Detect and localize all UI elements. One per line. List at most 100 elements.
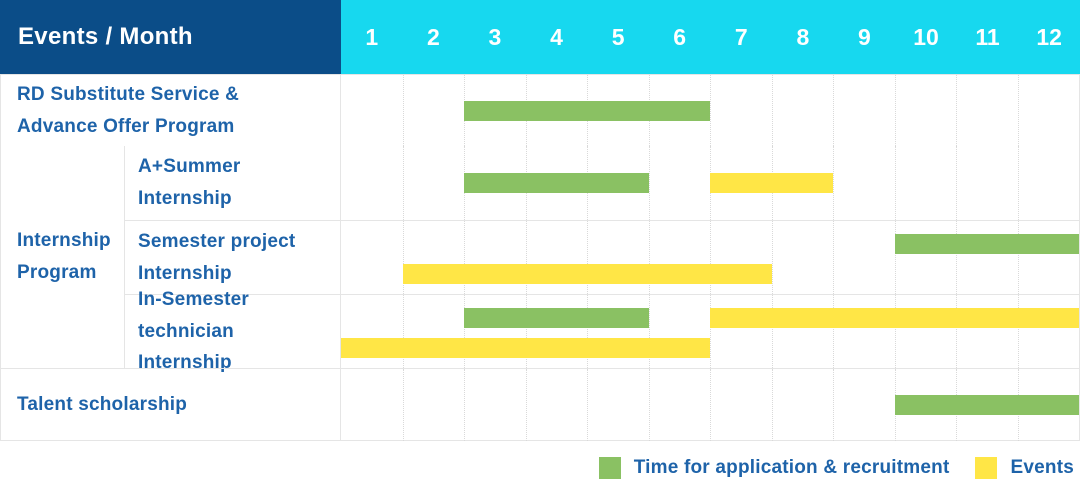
month-gridline <box>833 146 834 220</box>
chart-cell-a-plus-summer <box>341 146 1079 220</box>
application-recruitment-bar <box>464 100 710 121</box>
month-header-9: 9 <box>858 23 871 50</box>
month-gridline <box>710 75 711 146</box>
row-label-text: In-Semester technician Internship <box>138 288 249 374</box>
group-label-internship-program: Internship Program <box>1 146 125 368</box>
month-gridline <box>956 75 957 146</box>
month-gridline <box>894 146 896 220</box>
month-gridline <box>710 221 711 294</box>
month-gridline <box>648 146 650 220</box>
month-gridline <box>833 369 834 441</box>
legend-label-application: Time for application & recruitment <box>633 456 950 478</box>
month-gridline <box>833 75 834 146</box>
month-header-row: 1 2 3 4 5 6 7 8 9 10 11 12 <box>341 0 1080 74</box>
event-bar <box>710 308 1079 328</box>
month-gridline <box>1017 75 1019 146</box>
application-recruitment-bar <box>894 395 1079 415</box>
row-label-text: RD Substitute Service & Advance Offer Pr… <box>17 83 240 137</box>
event-bar <box>341 338 710 358</box>
application-recruitment-bar <box>894 234 1079 254</box>
month-gridline <box>771 75 773 146</box>
month-gridline <box>956 221 957 294</box>
month-gridline <box>402 75 404 146</box>
month-gridline <box>710 369 711 441</box>
table-row: Semester project Internship <box>125 220 1079 294</box>
legend: Time for application & recruitment Event… <box>0 441 1080 494</box>
month-gridline <box>956 146 957 220</box>
month-gridline <box>833 221 834 294</box>
month-gridline <box>587 295 588 368</box>
application-recruitment-bar <box>464 173 649 193</box>
application-recruitment-bar <box>464 308 649 328</box>
month-gridline <box>1017 221 1019 294</box>
row-label-text: Talent scholarship <box>17 394 188 416</box>
month-gridline <box>587 221 588 294</box>
table-row: In-Semester technician Internship <box>125 289 1079 373</box>
row-label-semester-project: Semester project Internship <box>125 221 341 294</box>
month-gridline <box>402 146 404 220</box>
table-row: RD Substitute Service & Advance Offer Pr… <box>1 74 1079 146</box>
row-label-rd-substitute: RD Substitute Service & Advance Offer Pr… <box>1 75 341 146</box>
internship-program-subrows: A+Summer Internship Semester project Int… <box>125 146 1079 373</box>
row-label-text: A+Summer Internship <box>138 156 241 209</box>
month-gridline <box>464 369 465 441</box>
month-gridline <box>771 295 773 368</box>
month-gridline <box>894 221 896 294</box>
event-bar <box>710 173 833 193</box>
month-header-12: 12 <box>1036 23 1062 50</box>
month-gridline <box>771 369 773 441</box>
month-header-3: 3 <box>488 23 502 50</box>
month-gridline <box>1017 295 1019 368</box>
month-gridline <box>402 369 404 441</box>
month-gridline <box>587 369 588 441</box>
month-gridline <box>648 221 650 294</box>
chart-cell-talent-scholarship <box>341 369 1079 441</box>
month-gridline <box>402 221 404 294</box>
month-gridline <box>894 295 896 368</box>
row-label-talent-scholarship: Talent scholarship <box>1 369 341 441</box>
group-label-text: Internship Program <box>17 230 111 283</box>
month-header-2: 2 <box>426 23 440 50</box>
month-header-6: 6 <box>673 23 687 50</box>
chart-cell-in-semester-technician <box>341 295 1079 368</box>
month-gridline <box>894 75 896 146</box>
legend-label-events: Events <box>1010 456 1074 478</box>
row-label-in-semester-technician: In-Semester technician Internship <box>125 289 341 373</box>
month-gridline <box>956 295 957 368</box>
month-gridline <box>833 295 834 368</box>
events-month-header-cell: Events / Month <box>0 0 341 74</box>
event-bar <box>402 264 772 284</box>
month-gridline <box>464 295 465 368</box>
gantt-table: Events / Month 1 2 3 4 5 6 7 8 9 10 11 12 RD Substi… <box>0 0 1080 441</box>
legend-item-application: Time for application & recruitment <box>598 456 950 479</box>
month-header-11: 11 <box>975 23 1000 50</box>
table-row: A+Summer Internship <box>125 146 1079 220</box>
month-gridline <box>771 221 773 294</box>
legend-item-events: Events <box>975 456 1074 479</box>
month-gridline <box>525 369 527 441</box>
month-gridline <box>525 221 527 294</box>
month-header-7: 7 <box>734 23 748 50</box>
month-gridline <box>1017 146 1019 220</box>
internship-program-group-row: Internship Program A+Summer Internship S… <box>1 146 1079 373</box>
row-label-text: Semester project Internship <box>138 230 296 284</box>
events-month-header-label: Events / Month <box>18 23 193 50</box>
table-row: Talent scholarship <box>1 368 1079 441</box>
month-header-4: 4 <box>550 23 563 50</box>
month-header-8: 8 <box>796 23 810 50</box>
month-gridline <box>464 221 465 294</box>
month-header-10: 10 <box>913 23 939 50</box>
chart-cell-semester-project <box>341 221 1079 294</box>
row-label-a-plus-summer: A+Summer Internship <box>125 146 341 220</box>
month-gridline <box>402 295 404 368</box>
month-gridline <box>648 295 650 368</box>
application-color-swatch <box>598 456 621 479</box>
table-header-row: Events / Month 1 2 3 4 5 6 7 8 9 10 11 12 <box>0 0 1080 74</box>
month-header-5: 5 <box>611 23 625 50</box>
month-gridline <box>525 295 527 368</box>
chart-cell-rd-substitute <box>341 75 1079 146</box>
month-header-1: 1 <box>365 23 379 50</box>
month-gridline <box>648 369 650 441</box>
month-gridline <box>710 295 711 368</box>
